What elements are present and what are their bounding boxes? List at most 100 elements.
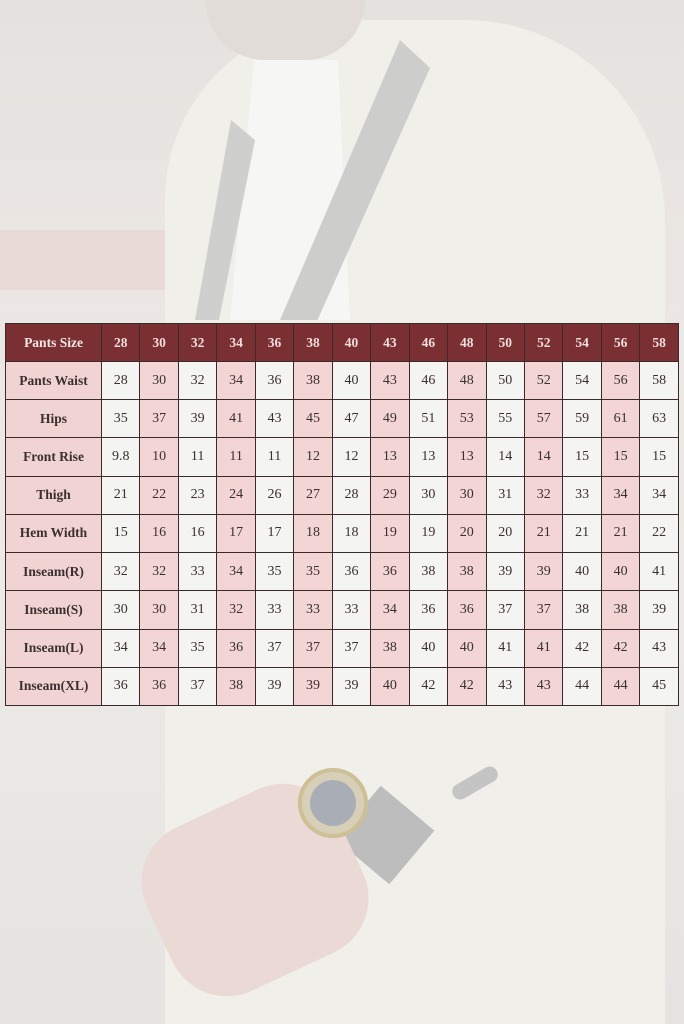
table-cell: 43 bbox=[485, 666, 525, 707]
table-cell: 39 bbox=[293, 666, 333, 707]
table-cell: 16 bbox=[139, 513, 179, 554]
size-header-row: Pants Size 28 30 32 34 36 38 40 43 46 48 50 52 54 56 5… bbox=[5, 323, 679, 362]
table-cell: 33 bbox=[331, 590, 372, 630]
size-header-cell: 38 bbox=[293, 323, 333, 362]
size-header-cell: 56 bbox=[600, 323, 641, 362]
table-cell: 32 bbox=[100, 552, 141, 592]
table-cell: 13 bbox=[370, 437, 410, 477]
table-cell: 41 bbox=[523, 628, 564, 668]
table-cell: 40 bbox=[331, 360, 372, 401]
table-row: Inseam(XL) 36 36 37 38 39 39 39 40 42 42 43 43 44 44 45 bbox=[5, 666, 679, 707]
table-cell: 34 bbox=[100, 628, 141, 668]
table-cell: 39 bbox=[523, 552, 564, 592]
table-cell: 30 bbox=[100, 590, 141, 630]
table-cell: 63 bbox=[639, 399, 679, 439]
table-cell: 58 bbox=[639, 360, 679, 401]
table-cell: 23 bbox=[177, 475, 218, 515]
table-cell: 42 bbox=[562, 628, 602, 668]
table-cell: 31 bbox=[177, 590, 218, 630]
table-cell: 34 bbox=[216, 552, 256, 592]
table-cell: 37 bbox=[485, 590, 525, 630]
table-cell: 32 bbox=[139, 552, 179, 592]
table-row: Front Rise 9.8 10 11 11 11 12 12 13 13 13 14 14 15 15 1… bbox=[5, 437, 679, 477]
row-label: Inseam(S) bbox=[5, 590, 102, 630]
table-cell: 41 bbox=[639, 552, 679, 592]
table-cell: 28 bbox=[100, 360, 141, 401]
table-cell: 37 bbox=[254, 628, 295, 668]
table-cell: 33 bbox=[177, 552, 218, 592]
table-cell: 12 bbox=[293, 437, 333, 477]
table-cell: 26 bbox=[254, 475, 295, 515]
size-header-cell: 46 bbox=[408, 323, 449, 362]
size-header-cell: 28 bbox=[100, 323, 141, 362]
table-cell: 38 bbox=[293, 360, 333, 401]
table-cell: 37 bbox=[293, 628, 333, 668]
size-header-cell: 36 bbox=[254, 323, 295, 362]
table-cell: 46 bbox=[408, 360, 449, 401]
size-header-cell: 43 bbox=[370, 323, 410, 362]
table-cell: 44 bbox=[562, 666, 602, 707]
table-cell: 35 bbox=[254, 552, 295, 592]
table-cell: 18 bbox=[293, 513, 333, 554]
table-cell: 40 bbox=[408, 628, 449, 668]
table-cell: 12 bbox=[331, 437, 372, 477]
table-cell: 38 bbox=[370, 628, 410, 668]
table-cell: 53 bbox=[447, 399, 487, 439]
table-cell: 34 bbox=[216, 360, 256, 401]
table-cell: 24 bbox=[216, 475, 256, 515]
row-label: Hem Width bbox=[5, 513, 102, 554]
table-cell: 28 bbox=[331, 475, 372, 515]
table-cell: 30 bbox=[408, 475, 449, 515]
table-cell: 59 bbox=[562, 399, 602, 439]
table-cell: 21 bbox=[562, 513, 602, 554]
table-cell: 35 bbox=[100, 399, 141, 439]
table-row: Inseam(R) 32 32 33 34 35 35 36 36 38 38 39 39 40 40 41 bbox=[5, 552, 679, 592]
table-cell: 47 bbox=[331, 399, 372, 439]
table-cell: 15 bbox=[639, 437, 679, 477]
table-cell: 36 bbox=[331, 552, 372, 592]
table-row: Pants Waist 28 30 32 34 36 38 40 43 46 48 50 52 54 56 5… bbox=[5, 360, 679, 401]
table-cell: 56 bbox=[600, 360, 641, 401]
table-cell: 17 bbox=[254, 513, 295, 554]
table-cell: 39 bbox=[639, 590, 679, 630]
table-cell: 42 bbox=[600, 628, 641, 668]
table-cell: 45 bbox=[293, 399, 333, 439]
table-cell: 40 bbox=[600, 552, 641, 592]
table-cell: 14 bbox=[485, 437, 525, 477]
table-cell: 38 bbox=[216, 666, 256, 707]
table-cell: 20 bbox=[485, 513, 525, 554]
table-cell: 40 bbox=[370, 666, 410, 707]
table-cell: 29 bbox=[370, 475, 410, 515]
size-header-cell: 52 bbox=[523, 323, 564, 362]
table-cell: 37 bbox=[177, 666, 218, 707]
table-cell: 40 bbox=[562, 552, 602, 592]
size-header-cell: 58 bbox=[639, 323, 679, 362]
table-cell: 19 bbox=[370, 513, 410, 554]
table-cell: 51 bbox=[408, 399, 449, 439]
table-cell: 10 bbox=[139, 437, 179, 477]
table-cell: 22 bbox=[139, 475, 179, 515]
table-cell: 55 bbox=[485, 399, 525, 439]
table-cell: 41 bbox=[216, 399, 256, 439]
size-header-cell: 30 bbox=[139, 323, 179, 362]
table-cell: 18 bbox=[331, 513, 372, 554]
row-label: Inseam(L) bbox=[5, 628, 102, 668]
table-cell: 44 bbox=[600, 666, 641, 707]
table-row: Thigh 21 22 23 24 26 27 28 29 30 30 31 32 33 34 34 bbox=[5, 475, 679, 515]
table-cell: 37 bbox=[523, 590, 564, 630]
table-cell: 33 bbox=[254, 590, 295, 630]
table-cell: 16 bbox=[177, 513, 218, 554]
table-cell: 19 bbox=[408, 513, 449, 554]
table-cell: 39 bbox=[331, 666, 372, 707]
table-cell: 17 bbox=[216, 513, 256, 554]
table-cell: 35 bbox=[177, 628, 218, 668]
table-cell: 36 bbox=[139, 666, 179, 707]
table-cell: 32 bbox=[177, 360, 218, 401]
table-cell: 11 bbox=[177, 437, 218, 477]
table-cell: 36 bbox=[408, 590, 449, 630]
table-cell: 38 bbox=[562, 590, 602, 630]
table-cell: 13 bbox=[447, 437, 487, 477]
table-cell: 14 bbox=[523, 437, 564, 477]
table-cell: 33 bbox=[293, 590, 333, 630]
table-cell: 34 bbox=[370, 590, 410, 630]
